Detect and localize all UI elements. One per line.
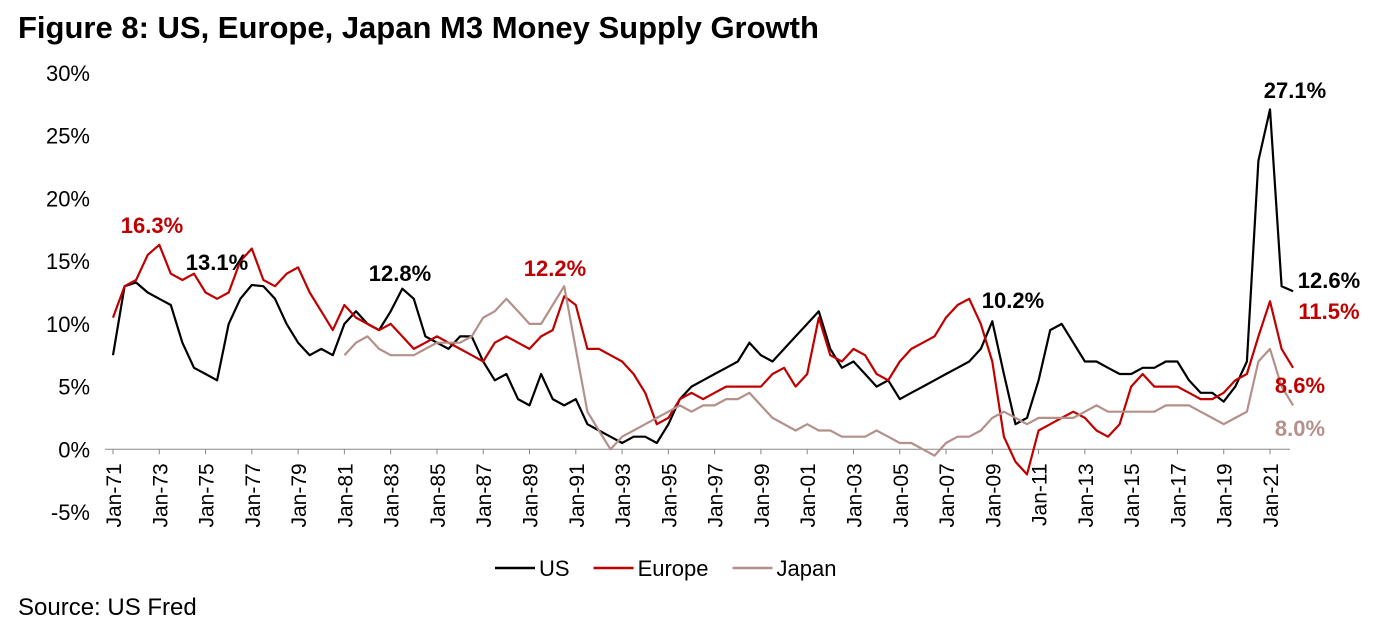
y-tick-label: 5% [58, 375, 90, 400]
legend-label: US [539, 556, 570, 581]
x-tick-label: Jan-95 [658, 463, 681, 527]
x-tick-label: Jan-11 [1029, 463, 1052, 526]
y-tick-label: 10% [46, 312, 90, 337]
annotation: 12.8% [369, 261, 431, 286]
x-tick-label: Jan-87 [473, 463, 496, 527]
x-tick-label: Jan-89 [520, 463, 543, 527]
x-tick-label: Jan-01 [797, 463, 820, 527]
x-tick-label: Jan-77 [242, 463, 265, 527]
y-tick-label: 25% [46, 124, 90, 149]
x-tick-label: Jan-03 [843, 463, 866, 527]
x-tick-label: Jan-15 [1121, 463, 1144, 527]
x-tick-label: Jan-97 [705, 463, 728, 527]
y-tick-label: 30% [46, 61, 90, 86]
annotation: 11.5% [1298, 299, 1359, 324]
annotation: 8.6% [1275, 373, 1325, 398]
chart-title: Figure 8: US, Europe, Japan M3 Money Sup… [18, 10, 819, 45]
x-tick-label: Jan-93 [612, 463, 635, 527]
x-tick-label: Jan-85 [427, 463, 450, 527]
x-tick-label: Jan-75 [196, 463, 219, 527]
x-tick-label: Jan-81 [334, 463, 357, 527]
x-tick-label: Jan-17 [1167, 463, 1190, 527]
x-tick-label: Jan-73 [149, 463, 172, 527]
x-tick-label: Jan-07 [936, 463, 959, 527]
x-tick-label: Jan-21 [1260, 463, 1283, 527]
line-0 [111, 108, 1294, 445]
x-tick-label: Jan-05 [890, 463, 913, 527]
x-tick-label: Jan-91 [566, 463, 589, 527]
annotation: 16.3% [121, 213, 183, 238]
x-tick-label: Jan-99 [751, 463, 774, 527]
x-tick-label: Jan-71 [103, 463, 126, 527]
annotation: 8.0% [1275, 416, 1325, 441]
annotation: 10.2% [982, 288, 1044, 313]
source: Source: US Fred [18, 594, 197, 621]
y-tick-label: -5% [51, 500, 90, 525]
y-tick-label: 0% [58, 437, 90, 462]
annotation: 13.1% [186, 250, 248, 275]
annotation: 27.1% [1264, 78, 1326, 103]
annotation: 12.6% [1298, 268, 1360, 293]
line-2 [343, 285, 1295, 457]
x-tick-label: Jan-83 [381, 463, 404, 527]
annotation: 12.2% [524, 256, 586, 281]
legend-label: Europe [638, 556, 709, 581]
y-tick-label: 20% [46, 186, 90, 211]
x-tick-label: Jan-13 [1075, 463, 1098, 527]
x-tick-label: Jan-79 [288, 463, 311, 527]
line-1 [111, 243, 1295, 476]
x-tick-label: Jan-09 [982, 463, 1005, 527]
y-tick-label: 15% [46, 249, 90, 274]
legend-label: Japan [777, 556, 837, 581]
x-tick-label: Jan-19 [1214, 463, 1237, 527]
